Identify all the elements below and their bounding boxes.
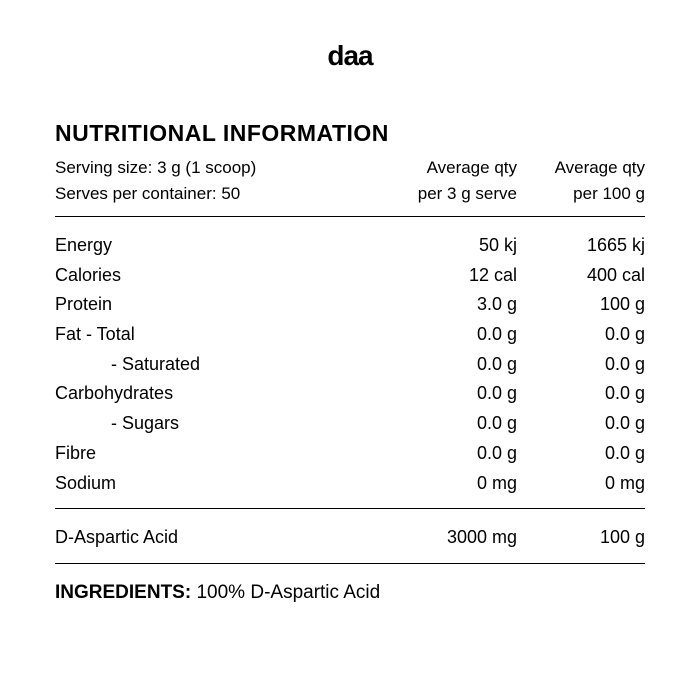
row-col2: 0.0 g — [517, 409, 645, 439]
row-col1: 50 kj — [389, 231, 517, 261]
table-row: Energy50 kj1665 kj — [55, 231, 645, 261]
col2-header-line2: per 100 g — [525, 181, 645, 207]
serves-per-container-value: 50 — [221, 184, 240, 203]
row-col1: 0.0 g — [389, 379, 517, 409]
ingredients-label: INGREDIENTS: — [55, 582, 191, 603]
row-label: Fibre — [55, 439, 389, 469]
row-col1: 0.0 g — [389, 409, 517, 439]
row-label: Fat - Total — [55, 320, 389, 350]
row-label: - Saturated — [55, 350, 389, 380]
row-label: - Sugars — [55, 409, 389, 439]
row-col1: 0 mg — [389, 469, 517, 499]
ingredients: INGREDIENTS: 100% D-Aspartic Acid — [55, 582, 645, 604]
table-row: D-Aspartic Acid3000 mg100 g — [55, 523, 645, 553]
row-col1: 3000 mg — [389, 523, 517, 553]
rule-top — [55, 216, 645, 217]
row-col2: 100 g — [517, 290, 645, 320]
rule-bottom — [55, 563, 645, 564]
brand-logo: daa — [55, 40, 645, 72]
row-col2: 0.0 g — [517, 320, 645, 350]
row-col1: 0.0 g — [389, 320, 517, 350]
row-col2: 100 g — [517, 523, 645, 553]
col2-header-line1: Average qty — [525, 155, 645, 181]
row-col2: 0.0 g — [517, 350, 645, 380]
col2-header: Average qty per 100 g — [517, 155, 645, 206]
table-row: Sodium0 mg0 mg — [55, 469, 645, 499]
row-label: Carbohydrates — [55, 379, 389, 409]
row-label: Energy — [55, 231, 389, 261]
nutrition-rows: Energy50 kj1665 kjCalories12 cal400 calP… — [55, 231, 645, 498]
serving-size-value: 3 g (1 scoop) — [157, 158, 256, 177]
table-row: Protein3.0 g100 g — [55, 290, 645, 320]
row-col2: 1665 kj — [517, 231, 645, 261]
row-label: D-Aspartic Acid — [55, 523, 389, 553]
table-row: Calories12 cal400 cal — [55, 261, 645, 291]
section-title: NUTRITIONAL INFORMATION — [55, 120, 645, 147]
row-label: Sodium — [55, 469, 389, 499]
row-col2: 400 cal — [517, 261, 645, 291]
rule-mid — [55, 508, 645, 509]
row-col2: 0 mg — [517, 469, 645, 499]
table-row: - Saturated0.0 g0.0 g — [55, 350, 645, 380]
table-row: Carbohydrates0.0 g0.0 g — [55, 379, 645, 409]
table-row: Fibre0.0 g0.0 g — [55, 439, 645, 469]
serving-size-label: Serving size: — [55, 158, 152, 177]
col1-header-line1: Average qty — [397, 155, 517, 181]
row-col1: 0.0 g — [389, 350, 517, 380]
row-col2: 0.0 g — [517, 379, 645, 409]
col1-header-line2: per 3 g serve — [397, 181, 517, 207]
row-label: Protein — [55, 290, 389, 320]
row-col2: 0.0 g — [517, 439, 645, 469]
table-row: Fat - Total0.0 g0.0 g — [55, 320, 645, 350]
row-label: Calories — [55, 261, 389, 291]
supplement-rows: D-Aspartic Acid3000 mg100 g — [55, 523, 645, 553]
header-row: Serving size: 3 g (1 scoop) Serves per c… — [55, 155, 645, 206]
table-row: - Sugars0.0 g0.0 g — [55, 409, 645, 439]
row-col1: 0.0 g — [389, 439, 517, 469]
serves-per-container-label: Serves per container: — [55, 184, 217, 203]
row-col1: 3.0 g — [389, 290, 517, 320]
ingredients-value: 100% D-Aspartic Acid — [196, 582, 380, 603]
col1-header: Average qty per 3 g serve — [389, 155, 517, 206]
row-col1: 12 cal — [389, 261, 517, 291]
serving-info: Serving size: 3 g (1 scoop) Serves per c… — [55, 155, 389, 206]
